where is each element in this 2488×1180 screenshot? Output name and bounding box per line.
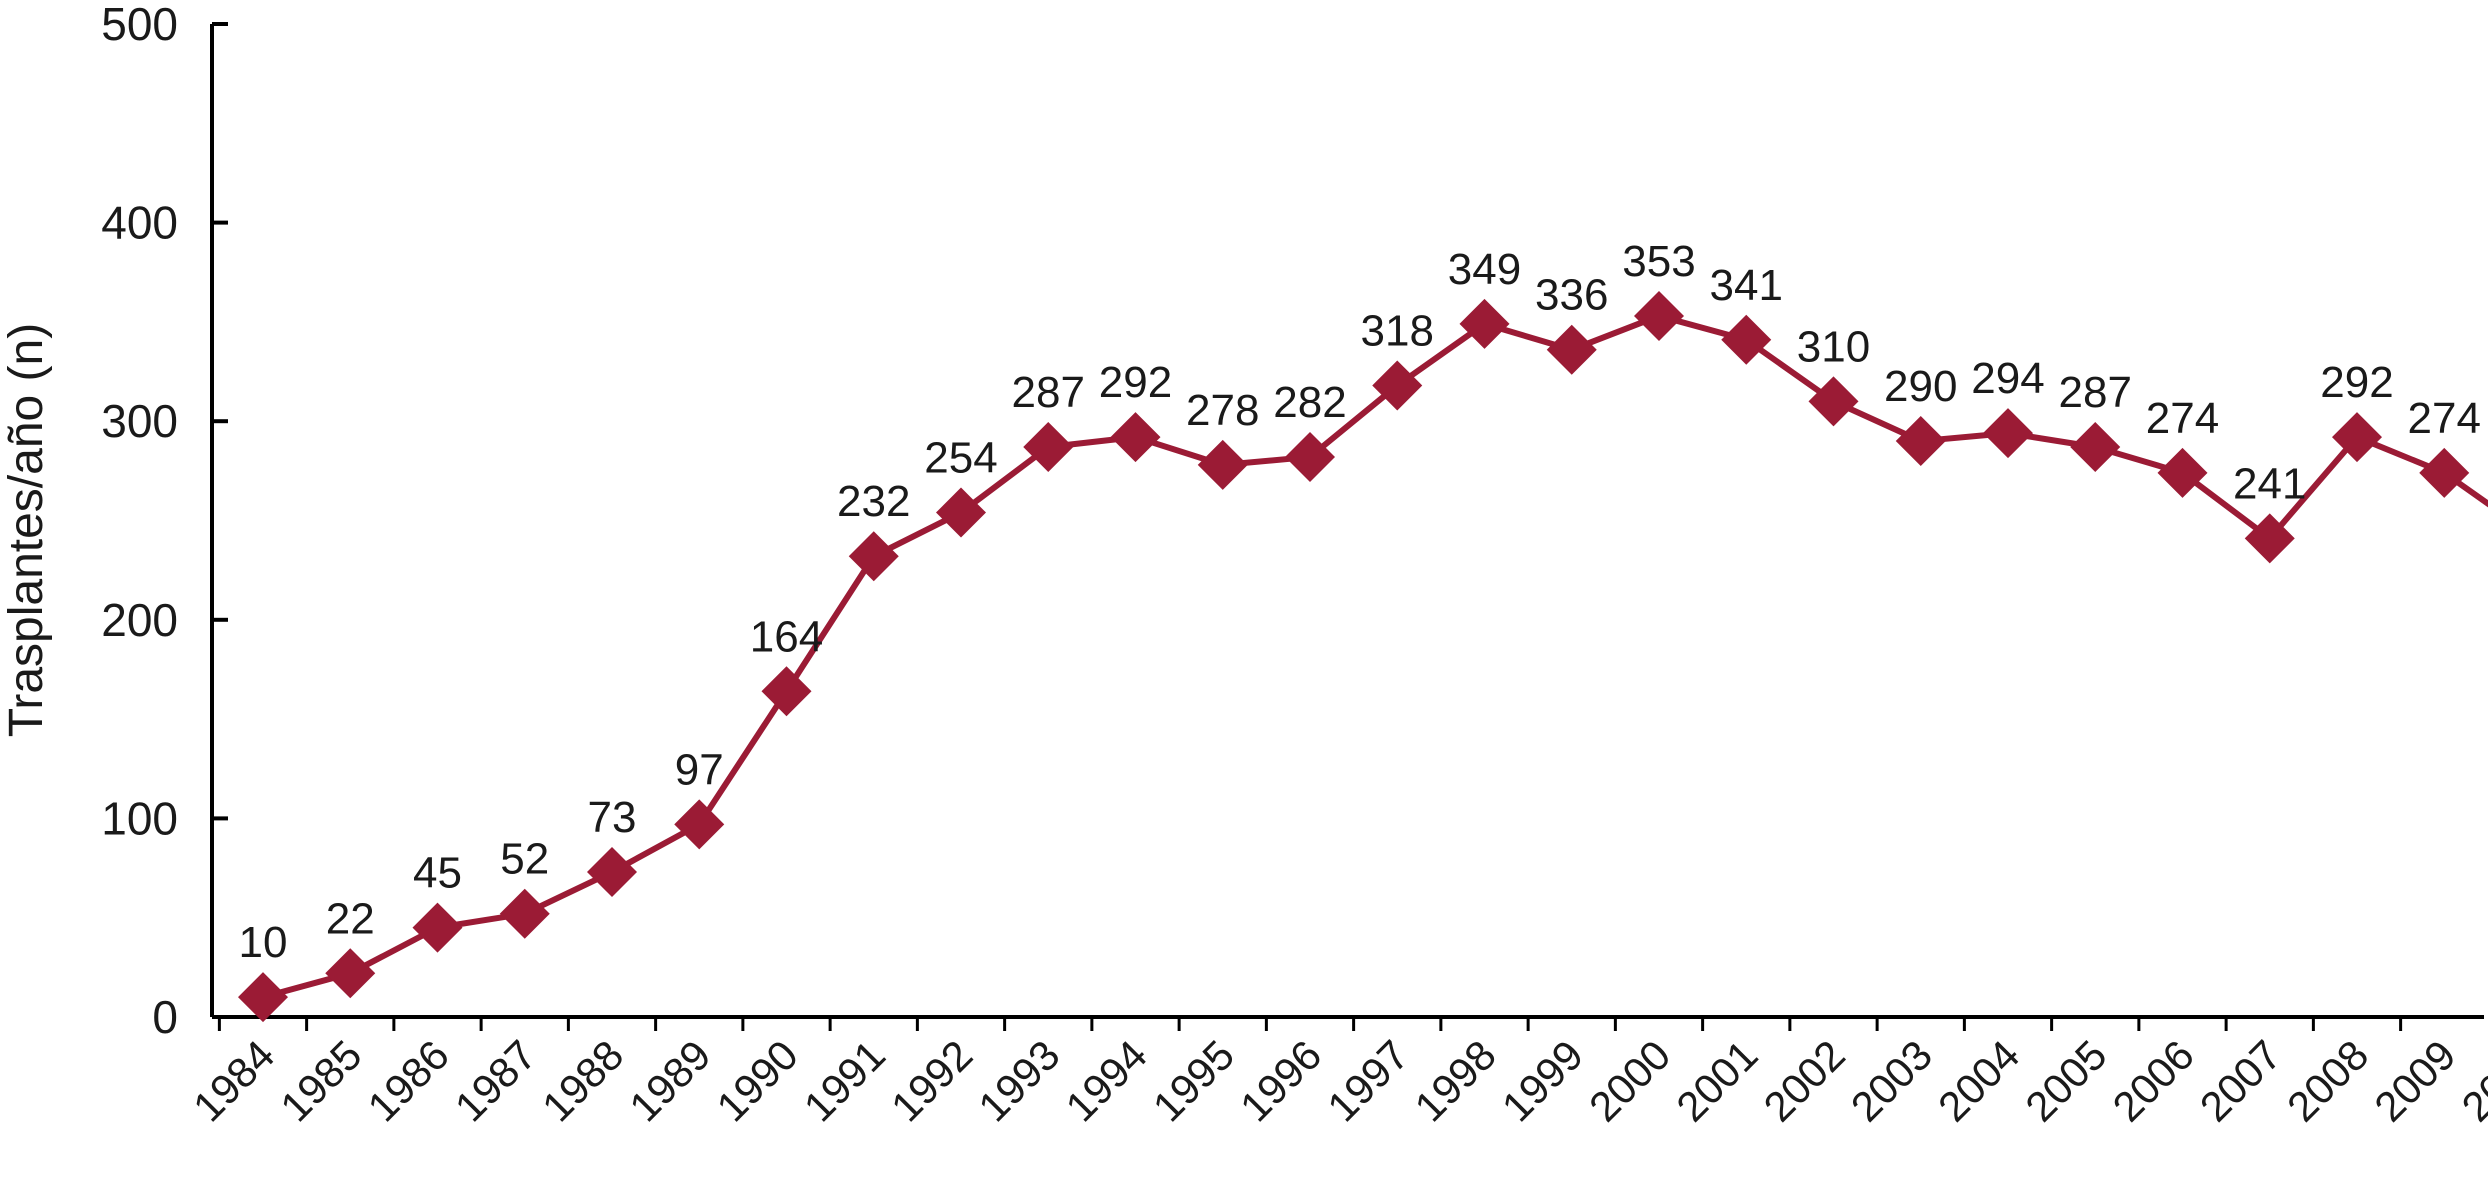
data-label: 164 (750, 612, 823, 661)
data-label: 318 (1361, 306, 1434, 355)
data-point-marker (1983, 408, 2033, 459)
x-tick-label: 2004 (1929, 1031, 2028, 1130)
x-tick-label: 2005 (2016, 1031, 2115, 1130)
data-label: 353 (1622, 237, 1695, 286)
data-point-marker (761, 666, 812, 717)
data-label: 241 (2233, 459, 2306, 508)
data-point-marker (2244, 513, 2295, 564)
x-tick-label: 1994 (1057, 1031, 1156, 1130)
data-point-marker (1285, 431, 1335, 482)
x-tick-label: 1990 (708, 1031, 807, 1130)
data-point-marker (1372, 360, 1423, 411)
data-label: 294 (1971, 354, 2044, 403)
data-label: 292 (1099, 358, 1172, 407)
y-tick-label: 100 (101, 792, 178, 844)
data-point-marker (1546, 324, 1597, 375)
data-point-marker (2157, 447, 2208, 498)
data-point-marker (936, 487, 986, 538)
y-axis-title: Trasplantes/año (n) (0, 323, 53, 737)
data-label: 349 (1448, 245, 1521, 294)
data-point-marker (1023, 422, 1074, 473)
data-label: 73 (588, 793, 637, 842)
data-label: 292 (2320, 358, 2393, 407)
y-tick-label: 200 (101, 594, 178, 646)
x-tick-label: 2010 (2453, 1031, 2488, 1130)
axes (210, 22, 2484, 1031)
x-tick-label: 1998 (1406, 1031, 1505, 1130)
x-tick-label: 2000 (1580, 1031, 1679, 1130)
data-label: 341 (1710, 261, 1783, 310)
x-tick-label: 1997 (1318, 1031, 1417, 1130)
data-label: 232 (837, 477, 910, 526)
data-label: 336 (1535, 271, 1608, 320)
x-tick-label: 1991 (795, 1031, 894, 1130)
data-point-marker (674, 799, 725, 850)
data-point-marker (1634, 290, 1684, 341)
x-tick-label: 1985 (271, 1031, 370, 1130)
x-tick-label: 1989 (620, 1031, 719, 1130)
data-label: 10 (239, 918, 288, 967)
x-tick-label: 1987 (446, 1031, 545, 1130)
y-tick-label: 400 (101, 197, 178, 249)
x-tick-label: 2008 (2278, 1031, 2377, 1130)
x-tick-label: 1996 (1231, 1031, 1330, 1130)
x-tick-label: 1988 (533, 1031, 632, 1130)
data-label: 97 (675, 745, 724, 794)
y-tick-labels: 0 100 200 300 400 500 (101, 0, 178, 1043)
data-point-marker (2070, 422, 2121, 473)
x-tick-label: 2006 (2104, 1031, 2203, 1130)
data-label: 287 (2059, 368, 2132, 417)
data-label: 282 (1273, 378, 1346, 427)
x-tick-label: 1986 (359, 1031, 458, 1130)
data-label: 290 (1884, 362, 1957, 411)
y-tick-label: 500 (101, 0, 178, 50)
data-label: 274 (2146, 394, 2219, 443)
x-tick-label: 1992 (882, 1031, 981, 1130)
x-tick-label: 2007 (2191, 1031, 2290, 1130)
data-point-marker (1808, 376, 1859, 427)
data-label: 274 (2408, 394, 2481, 443)
data-label: 287 (1012, 368, 1085, 417)
data-point-marker (238, 972, 288, 1023)
data-point-marker (848, 531, 899, 582)
data-point-marker (1459, 298, 1510, 349)
data-point-marker (1895, 416, 1946, 467)
data-point-marker (499, 888, 550, 939)
x-tick-label: 1993 (969, 1031, 1068, 1130)
x-tick-labels: 1984198519861987198819891990199119921993… (184, 1031, 2488, 1130)
data-label: 310 (1797, 322, 1870, 371)
data-point-marker (412, 902, 463, 953)
series-markers (238, 290, 2470, 1023)
data-point-marker (1110, 412, 1161, 463)
x-tick-label: 2003 (1842, 1031, 1941, 1130)
x-tick-label: 2001 (1667, 1031, 1766, 1130)
data-label: 22 (326, 894, 375, 943)
x-tick-label: 2009 (2365, 1031, 2464, 1130)
x-tick-label: 1999 (1493, 1031, 1592, 1130)
data-point-marker (587, 847, 637, 898)
y-tick-label: 300 (101, 395, 178, 447)
data-label: 278 (1186, 386, 1259, 435)
x-tick-label: 2002 (1755, 1031, 1854, 1130)
data-labels: 10 22 45 52 73 97 164 232 254 287 292 278 282 318 349 3… (239, 237, 2481, 967)
data-point-marker (2332, 412, 2382, 463)
data-point-marker (1197, 439, 1248, 490)
data-label: 52 (500, 835, 549, 884)
y-tick-label: 0 (152, 991, 178, 1043)
data-point-marker (1721, 314, 1772, 365)
data-label: 254 (924, 434, 997, 483)
x-tick-label: 1984 (184, 1031, 283, 1130)
data-point-marker (2419, 447, 2470, 498)
x-tick-label: 1995 (1144, 1031, 1243, 1130)
data-point-marker (325, 948, 376, 999)
data-label: 45 (413, 849, 462, 898)
